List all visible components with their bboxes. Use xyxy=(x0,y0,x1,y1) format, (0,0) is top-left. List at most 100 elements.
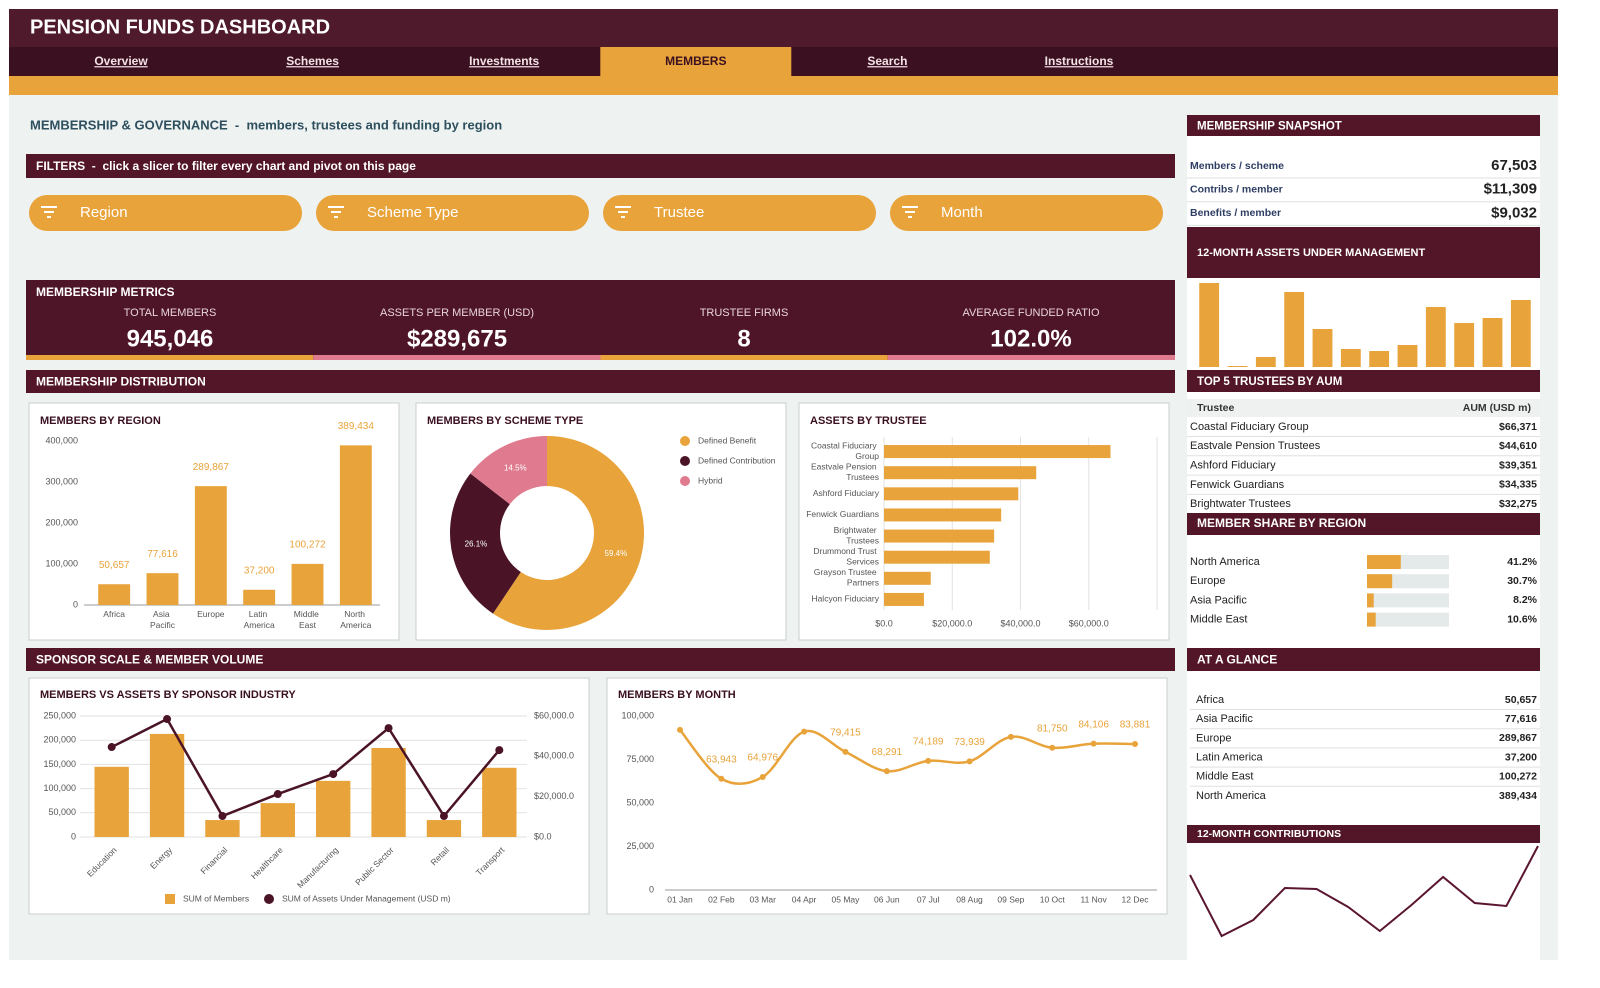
filters-title: FILTERS - click a slicer to filter every… xyxy=(36,159,416,173)
metric-label: TRUSTEE FIRMS xyxy=(700,307,789,319)
at-a-glance-bar xyxy=(1187,648,1540,671)
metric-value: 8 xyxy=(737,325,750,352)
slicer-label[interactable]: Trustee xyxy=(654,204,704,221)
glance-label: North America xyxy=(1196,790,1267,802)
bar xyxy=(260,803,295,837)
bar xyxy=(1425,307,1446,367)
page-heading: MEMBERSHIP & GOVERNANCE - members, trust… xyxy=(30,117,502,132)
y-tick-label: $40,000.0 xyxy=(534,751,574,761)
bar xyxy=(1510,300,1531,367)
at-a-glance-title: AT A GLANCE xyxy=(1197,653,1277,667)
data-label: 26.1% xyxy=(465,540,488,549)
bar xyxy=(884,487,1019,501)
chart-title: MEMBERS BY MONTH xyxy=(618,689,736,701)
x-tick-label: Middle East xyxy=(294,609,321,630)
glance-value: 37,200 xyxy=(1505,751,1537,763)
x-tick-label: 09 Sep xyxy=(997,894,1024,904)
data-label: 77,616 xyxy=(147,549,178,560)
trustee-aum: $32,275 xyxy=(1499,498,1537,510)
line-point xyxy=(1132,741,1138,748)
line-point xyxy=(1090,740,1097,747)
snapshot-label: Contribs / member xyxy=(1190,183,1283,195)
y-tick-label: 250,000 xyxy=(43,710,76,720)
nav-tab[interactable]: Instructions xyxy=(1045,54,1114,68)
glance-value: 100,272 xyxy=(1499,771,1537,783)
legend-swatch xyxy=(680,476,690,486)
y-tick-label: 100,000 xyxy=(43,783,76,793)
snapshot-title: MEMBERSHIP SNAPSHOT xyxy=(1197,121,1342,133)
metrics-band xyxy=(26,280,1175,360)
y-tick-label: 25,000 xyxy=(626,841,654,851)
chart-title: MEMBERS BY SCHEME TYPE xyxy=(427,415,583,427)
trustee-aum: $44,610 xyxy=(1499,440,1537,452)
x-tick-label: 11 Nov xyxy=(1080,894,1107,904)
x-tick-label: 08 Aug xyxy=(956,894,983,904)
y-tick-label: $0.0 xyxy=(534,831,552,841)
bar xyxy=(482,767,517,837)
x-tick-label: 07 Jul xyxy=(917,894,940,904)
y-tick-label: 75,000 xyxy=(626,754,654,764)
data-label: 10.6% xyxy=(1507,613,1537,625)
metric-label: ASSETS PER MEMBER (USD) xyxy=(380,307,534,319)
donut-slice xyxy=(449,473,521,614)
data-label: 389,434 xyxy=(338,421,375,432)
nav-tab[interactable]: Overview xyxy=(94,54,148,68)
row-label: Asia Pacific xyxy=(1190,594,1247,606)
nav-tab[interactable]: Investments xyxy=(469,54,539,68)
y-tick-label: 0 xyxy=(649,884,654,894)
top-trustees-bar xyxy=(1187,370,1540,392)
line-point xyxy=(1049,744,1056,751)
bar xyxy=(884,466,1037,480)
slicer-label[interactable]: Scheme Type xyxy=(367,204,458,221)
progress-fill xyxy=(1367,574,1393,589)
line-point xyxy=(495,746,504,755)
x-tick-label: 10 Oct xyxy=(1040,894,1066,904)
glance-label: Europe xyxy=(1196,732,1231,744)
section-bar xyxy=(26,648,1175,671)
y-tick-label: $20,000.0 xyxy=(534,791,574,801)
bar xyxy=(884,529,995,543)
slicer[interactable] xyxy=(890,195,1163,231)
snapshot-value: 67,503 xyxy=(1491,157,1537,174)
bar xyxy=(1227,366,1248,367)
x-tick-label: 05 May xyxy=(832,894,861,904)
slicer-label[interactable]: Region xyxy=(80,204,128,221)
line-point xyxy=(329,770,338,779)
chart-title: MEMBER SHARE BY REGION xyxy=(1197,516,1366,530)
line-point xyxy=(759,773,766,780)
slicer[interactable] xyxy=(603,195,876,231)
y-tick-label: 200,000 xyxy=(43,735,76,745)
chart-title: MEMBERS BY REGION xyxy=(40,415,161,427)
nav-tab[interactable]: Schemes xyxy=(286,54,339,68)
row-label: North America xyxy=(1190,556,1261,568)
y-tick-label: 150,000 xyxy=(43,759,76,769)
snapshot-value: $9,032 xyxy=(1491,204,1537,221)
progress-fill xyxy=(1367,612,1376,627)
nav-tab[interactable]: MEMBERS xyxy=(665,54,726,68)
legend-swatch xyxy=(264,894,274,904)
aum-header xyxy=(1187,227,1540,278)
slicer[interactable] xyxy=(29,195,302,231)
data-label: 74,189 xyxy=(913,737,944,748)
bar xyxy=(426,820,462,837)
trustee-name: Coastal Fiduciary Group xyxy=(1190,421,1309,433)
top-trustees-title: TOP 5 TRUSTEES BY AUM xyxy=(1197,376,1342,388)
x-tick-label: 03 Mar xyxy=(749,894,776,904)
slicer[interactable] xyxy=(316,195,589,231)
line-point xyxy=(163,715,172,724)
accent-band xyxy=(9,76,1558,95)
bar xyxy=(1369,351,1390,367)
chart-title: MEMBERS VS ASSETS BY SPONSOR INDUSTRY xyxy=(40,689,296,701)
slicer-label[interactable]: Month xyxy=(941,204,983,221)
legend-label: SUM of Members xyxy=(183,893,249,903)
donut-slice xyxy=(492,436,644,630)
bar xyxy=(205,820,240,837)
x-tick-label: 02 Feb xyxy=(708,894,735,904)
y-tick-label: 400,000 xyxy=(45,435,78,445)
x-tick-label: $40,000.0 xyxy=(1000,618,1040,628)
glance-label: Middle East xyxy=(1196,771,1253,783)
nav-tab[interactable]: Search xyxy=(867,54,907,68)
x-tick-label: 06 Jun xyxy=(874,894,900,904)
chart-panel xyxy=(798,402,1170,641)
x-tick-label: 12 Dec xyxy=(1122,894,1150,904)
